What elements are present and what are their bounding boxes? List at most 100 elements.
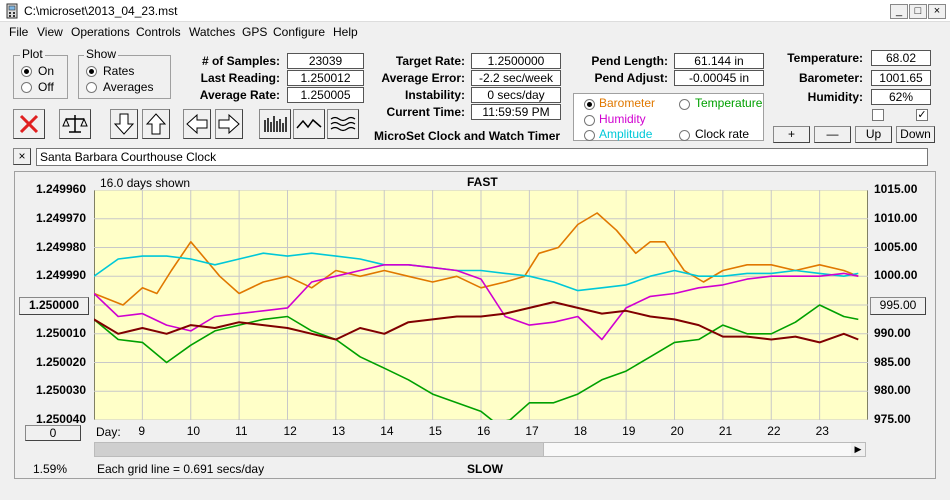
window-title: C:\microset\2013_04_23.mst xyxy=(24,4,178,18)
menu-help[interactable]: Help xyxy=(333,25,358,39)
arrow-up-button[interactable] xyxy=(142,109,170,139)
scroll-thumb[interactable] xyxy=(95,443,543,456)
y-right-tick-5: 990.00 xyxy=(874,325,911,340)
y-right-tick-6: 985.00 xyxy=(874,354,911,369)
scroll-right-button[interactable]: ▶ xyxy=(851,443,865,456)
close-button[interactable]: × xyxy=(928,4,946,19)
aux-plus-button[interactable]: + xyxy=(773,126,810,143)
bar-graph-button[interactable] xyxy=(259,109,291,139)
x-tick-6: 15 xyxy=(428,424,442,438)
barometer-label: Barometer: xyxy=(798,71,863,85)
average-rate-value: 1.250005 xyxy=(287,87,364,103)
humidity-value: 62% xyxy=(871,89,931,105)
instability-label: Instability: xyxy=(404,88,465,102)
plot-on-radio[interactable] xyxy=(21,66,32,77)
y-right-tick-3: 1000.00 xyxy=(874,268,918,283)
menu-watches[interactable]: Watches xyxy=(189,25,236,39)
aux-amplitude-label: Amplitude xyxy=(599,127,653,141)
last-reading-value: 1.250012 xyxy=(287,70,364,86)
aux-clock-rate-label: Clock rate xyxy=(695,127,750,141)
menu-file[interactable]: File xyxy=(9,25,29,39)
current-time-label: Current Time: xyxy=(386,105,465,119)
pend-length-value: 61.144 in xyxy=(674,53,764,69)
samples-value: 23039 xyxy=(287,53,364,69)
clock-name-input[interactable] xyxy=(36,148,928,166)
x-tick-2: 11 xyxy=(235,424,248,438)
aux-humidity-label: Humidity xyxy=(599,112,646,126)
aux-clock-rate-radio[interactable] xyxy=(679,130,690,141)
chart-panel xyxy=(14,171,936,479)
scroll-track[interactable] xyxy=(543,443,851,456)
aux-checkbox-1[interactable] xyxy=(872,109,884,121)
arrow-down-button[interactable] xyxy=(110,109,138,139)
minimize-button[interactable]: _ xyxy=(890,4,908,19)
bar-graph-icon xyxy=(264,116,287,132)
menu-view[interactable]: View xyxy=(37,25,63,39)
series-humidity xyxy=(94,264,859,341)
arrow-left-button[interactable] xyxy=(183,109,211,139)
y-left-tick-8: 1.250040 xyxy=(35,412,86,426)
y-left-tick-2: 1.249980 xyxy=(35,239,86,254)
menu-configure[interactable]: Configure xyxy=(273,25,326,39)
series-barometer xyxy=(94,212,859,306)
chart-plot[interactable] xyxy=(94,190,868,420)
plot-off-label: Off xyxy=(38,80,54,94)
x-tick-13: 22 xyxy=(767,424,781,438)
fast-label: FAST xyxy=(467,175,498,189)
pend-adjust-value: -0.00045 in xyxy=(674,70,764,86)
aux-down-button[interactable]: Down xyxy=(896,126,935,143)
balance-button[interactable] xyxy=(59,109,91,139)
show-rates-radio[interactable] xyxy=(86,66,97,77)
menu-gps[interactable]: GPS xyxy=(242,25,268,39)
multiwave-icon xyxy=(330,116,356,132)
arrow-right-button[interactable] xyxy=(215,109,243,139)
aux-barometer-radio[interactable] xyxy=(584,99,595,110)
target-rate-label: Target Rate: xyxy=(395,54,465,68)
x-tick-9: 18 xyxy=(573,424,588,438)
zero-button[interactable]: 0 xyxy=(25,425,81,441)
y-left-tick-7: 1.250030 xyxy=(35,383,86,398)
show-rates-label: Rates xyxy=(103,64,135,78)
plot-off-radio[interactable] xyxy=(21,82,32,93)
series-amplitude xyxy=(94,252,859,292)
humidity-label: Humidity: xyxy=(807,90,863,104)
center-rate-button[interactable]: 1.250000 xyxy=(19,297,89,315)
grid-note: Each grid line = 0.691 secs/day xyxy=(97,462,265,476)
x-tick-4: 13 xyxy=(331,424,346,438)
menu-controls[interactable]: Controls xyxy=(136,25,181,39)
show-group-legend: Show xyxy=(84,47,119,61)
temperature-value: 68.02 xyxy=(871,50,931,66)
y-left-tick-3: 1.249990 xyxy=(35,268,86,283)
center-aux-button[interactable]: 995.00 xyxy=(870,297,926,315)
day-label: Day: xyxy=(96,425,121,439)
pend-length-label: Pend Length: xyxy=(591,54,668,68)
aux-amplitude-radio[interactable] xyxy=(584,130,595,141)
clear-name-button[interactable]: × xyxy=(13,148,31,165)
show-averages-radio[interactable] xyxy=(86,82,97,93)
stop-button[interactable] xyxy=(13,109,45,139)
y-right-tick-8: 975.00 xyxy=(874,412,911,426)
x-tick-12: 21 xyxy=(718,424,733,438)
wave-button[interactable] xyxy=(293,109,325,139)
show-averages-label: Averages xyxy=(103,80,154,94)
aux-up-button[interactable]: Up xyxy=(855,126,892,143)
aux-minus-button[interactable]: — xyxy=(814,126,851,143)
x-tick-5: 14 xyxy=(380,424,394,438)
arrow-left-icon xyxy=(186,113,208,135)
aux-temperature-radio[interactable] xyxy=(679,99,690,110)
y-right-tick-1: 1010.00 xyxy=(874,210,918,225)
last-reading-label: Last Reading: xyxy=(200,71,280,85)
maximize-button[interactable]: □ xyxy=(909,4,927,19)
multiwave-button[interactable] xyxy=(327,109,359,139)
current-time-value: 11:59:59 PM xyxy=(471,104,561,120)
x-tick-7: 16 xyxy=(477,424,491,438)
wave-icon xyxy=(296,118,322,129)
menu-operations[interactable]: Operations xyxy=(71,25,130,39)
x-tick-8: 17 xyxy=(525,424,539,438)
aux-checkbox-2[interactable]: ✓ xyxy=(916,109,928,121)
average-error-value: -2.2 sec/week xyxy=(471,70,561,86)
arrow-up-icon xyxy=(145,113,167,135)
aux-humidity-radio[interactable] xyxy=(584,115,595,126)
chart-scrollbar[interactable]: ▶ xyxy=(94,442,866,457)
arrow-right-icon xyxy=(218,113,240,135)
